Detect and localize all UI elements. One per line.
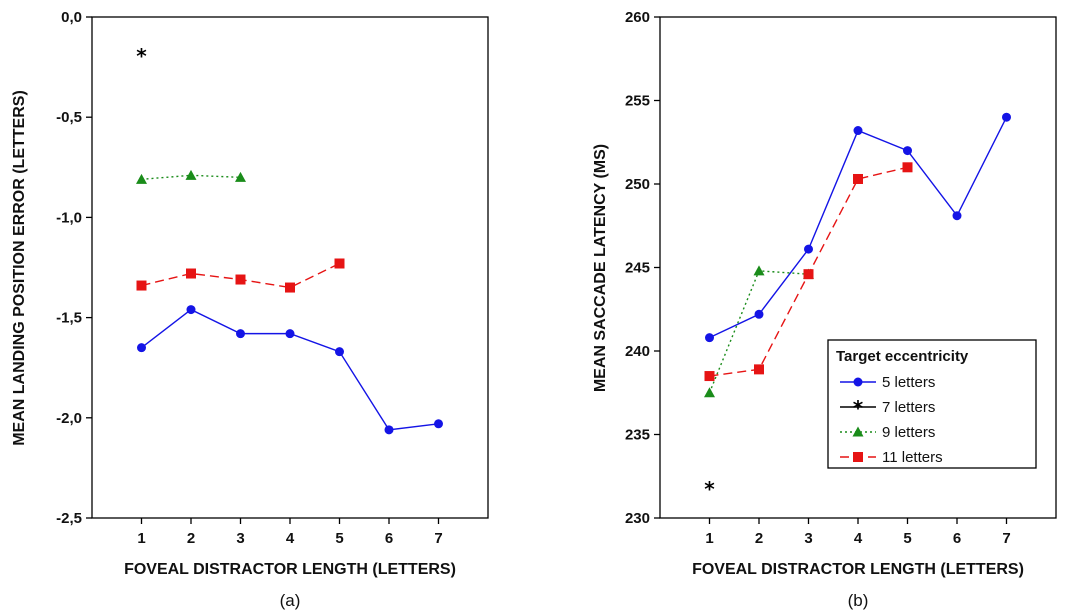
- y-tick-label: 0,0: [61, 9, 82, 26]
- x-tick-label: 4: [854, 530, 863, 547]
- data-point: [186, 268, 196, 279]
- data-point: [705, 333, 714, 343]
- x-tick-label: 4: [286, 530, 295, 547]
- series-7-letters: *: [136, 44, 147, 68]
- data-point: [186, 305, 196, 315]
- data-point: [1002, 112, 1011, 122]
- y-tick-label: 260: [625, 9, 650, 26]
- y-tick-label: -1,5: [56, 310, 82, 327]
- y-tick-label: -0,5: [56, 109, 82, 126]
- y-tick-label: 255: [625, 93, 650, 110]
- data-point: [853, 126, 863, 136]
- data-point: [285, 329, 295, 339]
- data-point: [137, 343, 146, 353]
- legend-entry: 5 letters: [882, 374, 935, 391]
- y-tick-label: -1,0: [56, 209, 82, 226]
- x-axis-title: FOVEAL DISTRACTOR LENGTH (LETTERS): [692, 561, 1024, 578]
- data-point: [136, 173, 147, 184]
- data-point: [753, 265, 765, 276]
- series-9-letters: [704, 265, 814, 398]
- x-tick-label: 6: [953, 530, 961, 547]
- data-point: [853, 173, 863, 184]
- x-axis-title: FOVEAL DISTRACTOR LENGTH (LETTERS): [124, 561, 456, 578]
- data-point: [903, 146, 912, 156]
- data-point: [952, 211, 962, 221]
- x-tick-label: 5: [335, 530, 343, 547]
- legend-swatch-marker: [853, 377, 863, 387]
- legend-swatch-marker: [852, 426, 864, 437]
- x-tick-label: 7: [434, 530, 442, 547]
- legend-entry: 9 letters: [882, 424, 935, 441]
- data-point: [704, 387, 715, 398]
- x-tick-label: 7: [1002, 530, 1010, 547]
- y-tick-label: 245: [625, 260, 650, 277]
- legend-entry: 11 letters: [882, 449, 943, 466]
- panel-label: (a): [280, 591, 301, 610]
- plot-frame: [91, 16, 489, 519]
- data-point: *: [704, 477, 715, 501]
- data-point: *: [136, 44, 147, 68]
- panel-label: (b): [848, 591, 869, 610]
- data-point: [235, 274, 246, 285]
- x-tick-label: 5: [903, 530, 911, 547]
- data-point: [285, 282, 295, 293]
- series-5-letters: [137, 305, 443, 435]
- x-tick-label: 1: [705, 530, 713, 547]
- data-point: [335, 347, 344, 357]
- y-tick-label: -2,5: [56, 510, 82, 527]
- x-tick-label: 3: [804, 530, 812, 547]
- data-point: [136, 280, 147, 291]
- x-tick-label: 6: [385, 530, 393, 547]
- data-point: [185, 169, 197, 180]
- series-9-letters: [136, 169, 246, 184]
- chart-panel-a: 0,0 -0,5 -1,0 -1,5 -2,0 -2,5 1 2 3 4 5 6 7 FOVEAL DIS…: [11, 9, 489, 610]
- x-tick-label: 3: [236, 530, 244, 547]
- legend-title: Target eccentricity: [836, 348, 969, 365]
- series-7-letters: *: [704, 477, 715, 501]
- data-point: [754, 364, 764, 375]
- series-line: [141, 308, 439, 431]
- series-line: [709, 116, 1008, 339]
- data-point: [334, 258, 345, 269]
- data-point: [704, 371, 715, 382]
- data-point: [902, 162, 913, 173]
- data-point: [384, 425, 394, 435]
- y-tick-label: 240: [625, 343, 650, 360]
- y-tick-label: 250: [625, 176, 650, 193]
- data-point: [236, 329, 245, 339]
- y-axis-title: MEAN SACCADE LATENCY (MS): [592, 144, 609, 392]
- x-tick-label: 2: [187, 530, 195, 547]
- y-tick-label: 230: [625, 510, 650, 527]
- y-axis-title: MEAN LANDING POSITION ERROR (LETTERS): [11, 90, 28, 446]
- data-point: [803, 269, 814, 280]
- legend-swatch-marker: [853, 452, 863, 462]
- legend: Target eccentricity 5 letters * 7 letters 9 …: [827, 339, 1037, 469]
- y-tick-label: -2,0: [56, 410, 82, 427]
- chart-panel-b: 230 235 240 245 250 255 260 1 2 3 4 5 6 7 FOVEAL DISTR…: [592, 9, 1057, 610]
- data-point: [804, 244, 813, 254]
- series-11-letters: [136, 258, 345, 293]
- data-point: [434, 419, 443, 429]
- legend-entry: 7 letters: [882, 399, 935, 416]
- x-tick-label: 2: [755, 530, 763, 547]
- series-line: [141, 174, 241, 181]
- data-point: [235, 171, 246, 182]
- data-point: [754, 309, 764, 319]
- series-11-letters: [704, 162, 913, 382]
- series-5-letters: [705, 112, 1011, 343]
- legend-swatch-marker: *: [853, 396, 864, 420]
- x-tick-label: 1: [137, 530, 145, 547]
- y-tick-label: 235: [625, 427, 650, 444]
- legend-box: [827, 339, 1037, 469]
